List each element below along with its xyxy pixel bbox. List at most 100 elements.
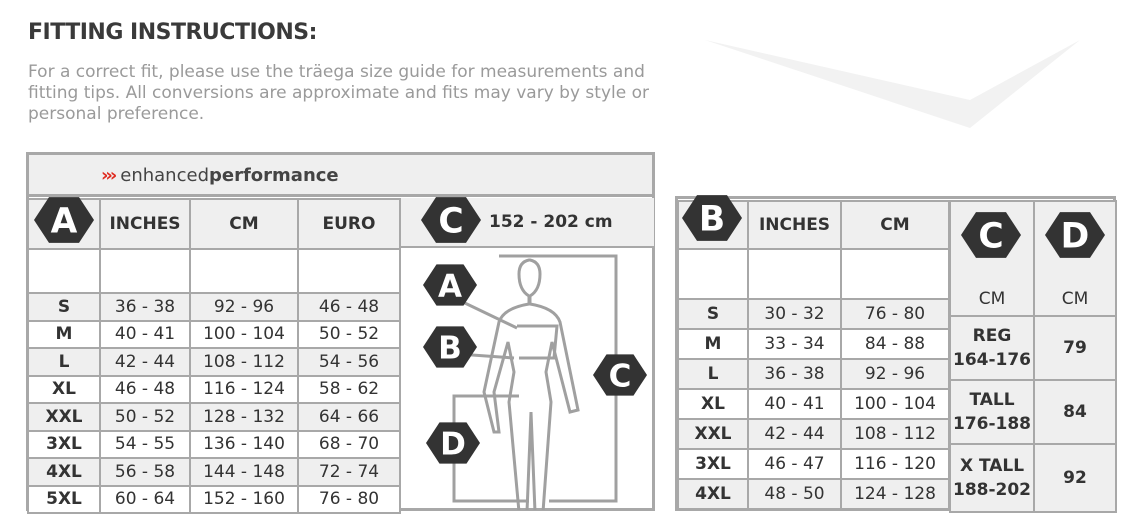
hexagon-badge-b-icon: B bbox=[682, 195, 742, 241]
length-label: REG 164-176 bbox=[949, 315, 1035, 381]
size-label: 5XL bbox=[27, 484, 101, 514]
chart-b-table: INCHES CM S 30 - 32 76 - 80 M 33 - 34 84 - 88 L… bbox=[677, 200, 950, 510]
measurement-cell: 46 - 47 bbox=[747, 448, 842, 480]
length-label: TALL 176-188 bbox=[949, 379, 1035, 445]
measurement-cell: 144 - 148 bbox=[189, 457, 299, 487]
measurement-cell: 128 - 132 bbox=[189, 402, 299, 432]
size-row: XL 46 - 48 116 - 124 58 - 62 bbox=[27, 374, 401, 404]
brand-band: ››› enhancedperformance bbox=[29, 155, 652, 197]
size-row: 4XL 48 - 50 124 - 128 bbox=[677, 478, 950, 510]
measurement-cell: 46 - 48 bbox=[99, 374, 191, 404]
size-label: S bbox=[677, 298, 749, 330]
measurement-cell: 58 - 62 bbox=[297, 374, 401, 404]
page-title: FITTING INSTRUCTIONS: bbox=[28, 20, 317, 45]
size-label: M bbox=[27, 319, 101, 349]
size-row: XL 40 - 41 100 - 104 bbox=[677, 388, 950, 420]
measurement-cell: 33 - 34 bbox=[747, 328, 842, 360]
size-row: M 40 - 41 100 - 104 50 - 52 bbox=[27, 319, 401, 349]
measurement-cell: 50 - 52 bbox=[99, 402, 191, 432]
measurement-cell: 50 - 52 bbox=[297, 319, 401, 349]
chart-a-table: INCHES CM EURO S 36 - 38 92 - 96 46 - 48 M 40 -… bbox=[27, 198, 401, 514]
brand-logo: ››› enhancedperformance bbox=[101, 165, 339, 186]
size-label: 4XL bbox=[27, 457, 101, 487]
hexagon-badge-a-icon: A bbox=[34, 197, 94, 243]
measurement-cell: 108 - 112 bbox=[840, 418, 950, 450]
size-label: M bbox=[677, 328, 749, 360]
measurement-cell: 152 - 160 bbox=[189, 484, 299, 514]
measurement-cell: 42 - 44 bbox=[747, 418, 842, 450]
length-row: TALL 176-188 84 bbox=[949, 379, 1117, 445]
size-row: XXL 42 - 44 108 - 112 bbox=[677, 418, 950, 450]
svg-text:B: B bbox=[699, 200, 725, 240]
measurement-cell: 40 - 41 bbox=[747, 388, 842, 420]
hexagon-badge-c-icon: C bbox=[421, 197, 481, 243]
size-row: 3XL 54 - 55 136 - 140 68 - 70 bbox=[27, 429, 401, 459]
measurement-cell: 84 - 88 bbox=[840, 328, 950, 360]
length-row: X TALL 188-202 92 bbox=[949, 443, 1117, 513]
size-label: 3XL bbox=[27, 429, 101, 459]
measurement-cell: 56 - 58 bbox=[99, 457, 191, 487]
size-label: XL bbox=[27, 374, 101, 404]
measurement-cell: 100 - 104 bbox=[840, 388, 950, 420]
size-row: S 30 - 32 76 - 80 bbox=[677, 298, 950, 330]
measurement-cell: 136 - 140 bbox=[189, 429, 299, 459]
size-label: XL bbox=[677, 388, 749, 420]
measurement-cell: 116 - 120 bbox=[840, 448, 950, 480]
size-label: L bbox=[27, 347, 101, 377]
length-row: REG 164-176 79 bbox=[949, 315, 1117, 381]
measurement-cell: 116 - 124 bbox=[189, 374, 299, 404]
size-chart-a: ››› enhancedperformance INCHES CM EURO S 36 … bbox=[26, 152, 655, 514]
intro-text: For a correct fit, please use the träega… bbox=[28, 62, 649, 124]
inseam-value: 79 bbox=[1033, 315, 1117, 381]
measurement-cell: 42 - 44 bbox=[99, 347, 191, 377]
size-row: L 36 - 38 92 - 96 bbox=[677, 358, 950, 390]
measurement-cell: 100 - 104 bbox=[189, 319, 299, 349]
measurement-cell: 30 - 32 bbox=[747, 298, 842, 330]
size-label: L bbox=[677, 358, 749, 390]
size-row: 3XL 46 - 47 116 - 120 bbox=[677, 448, 950, 480]
col-cm: CM bbox=[840, 200, 950, 250]
hexagon-badge-c-icon: C bbox=[961, 212, 1021, 258]
col-inches: INCHES bbox=[747, 200, 842, 250]
length-label: X TALL 188-202 bbox=[949, 443, 1035, 513]
inseam-value: 92 bbox=[1033, 443, 1117, 513]
hexagon-badge-a-icon: A bbox=[423, 264, 477, 306]
measurement-cell: 40 - 41 bbox=[99, 319, 191, 349]
col-inches: INCHES bbox=[99, 198, 191, 250]
measurement-cell: 76 - 80 bbox=[840, 298, 950, 330]
size-row: XXL 50 - 52 128 - 132 64 - 66 bbox=[27, 402, 401, 432]
measurement-cell: 108 - 112 bbox=[189, 347, 299, 377]
size-row: S 36 - 38 92 - 96 46 - 48 bbox=[27, 292, 401, 322]
size-row: M 33 - 34 84 - 88 bbox=[677, 328, 950, 360]
svg-text:D: D bbox=[440, 426, 466, 462]
hexagon-badge-d-icon: D bbox=[1045, 212, 1105, 258]
hexagon-badge-d-icon: D bbox=[426, 422, 480, 464]
size-row: 4XL 56 - 58 144 - 148 72 - 74 bbox=[27, 457, 401, 487]
measurement-cell: 68 - 70 bbox=[297, 429, 401, 459]
measurement-cell: 124 - 128 bbox=[840, 478, 950, 510]
svg-text:A: A bbox=[51, 202, 78, 242]
svg-text:C: C bbox=[438, 202, 463, 242]
size-label: 4XL bbox=[677, 478, 749, 510]
chevron-watermark-icon bbox=[705, 40, 1080, 128]
measurement-cell: 76 - 80 bbox=[297, 484, 401, 514]
svg-text:C: C bbox=[978, 217, 1003, 257]
inseam-value: 84 bbox=[1033, 379, 1117, 445]
size-label: 3XL bbox=[677, 448, 749, 480]
measurement-cell: 92 - 96 bbox=[189, 292, 299, 322]
measurement-cell: 60 - 64 bbox=[99, 484, 191, 514]
measurement-cell: 48 - 50 bbox=[747, 478, 842, 510]
size-row: 5XL 60 - 64 152 - 160 76 - 80 bbox=[27, 484, 401, 514]
size-label: S bbox=[27, 292, 101, 322]
measurement-cell: 46 - 48 bbox=[297, 292, 401, 322]
size-row: L 42 - 44 108 - 112 54 - 56 bbox=[27, 347, 401, 377]
size-chart-b: INCHES CM S 30 - 32 76 - 80 M 33 - 34 84 - 88 L… bbox=[675, 196, 1117, 513]
svg-text:A: A bbox=[438, 268, 462, 304]
size-label: XXL bbox=[27, 402, 101, 432]
col-cm: CM bbox=[189, 198, 299, 250]
svg-text:D: D bbox=[1061, 217, 1090, 257]
measurement-cell: 64 - 66 bbox=[297, 402, 401, 432]
measurement-cell: 36 - 38 bbox=[747, 358, 842, 390]
measurement-cell: 92 - 96 bbox=[840, 358, 950, 390]
height-range: 152 - 202 cm bbox=[489, 212, 613, 232]
